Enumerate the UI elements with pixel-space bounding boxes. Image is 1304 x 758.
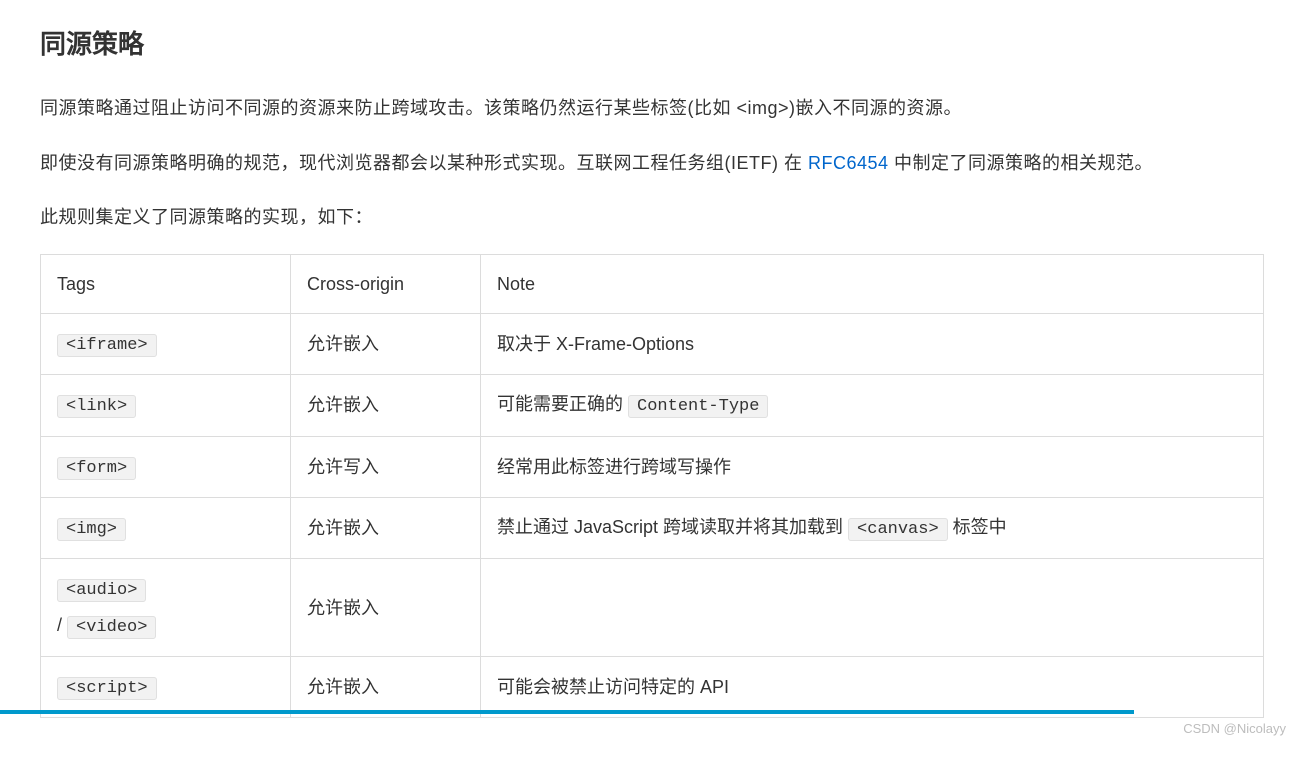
section-heading: 同源策略 xyxy=(40,20,1264,69)
table-row: <link> 允许嵌入可能需要正确的 Content-Type xyxy=(41,375,1264,436)
tag-code: <img> xyxy=(57,518,126,541)
cell-tags: <audio> / <video> xyxy=(41,559,291,657)
tag-code: <form> xyxy=(57,457,136,480)
table-row: <script> 允许嵌入可能会被禁止访问特定的 API xyxy=(41,656,1264,717)
table-row: <form> 允许写入经常用此标签进行跨域写操作 xyxy=(41,436,1264,497)
tag-code: <script> xyxy=(57,677,157,700)
cell-tags: <iframe> xyxy=(41,314,291,375)
note-pre-text: 可能需要正确的 xyxy=(497,394,628,414)
table-row: <img> 允许嵌入禁止通过 JavaScript 跨域读取并将其加载到 <can… xyxy=(41,498,1264,559)
rfc-link[interactable]: RFC6454 xyxy=(808,153,889,173)
table-row: <iframe> 允许嵌入取决于 X-Frame-Options xyxy=(41,314,1264,375)
progress-bar-track xyxy=(0,710,1304,714)
intro-paragraph-3: 此规则集定义了同源策略的实现，如下： xyxy=(40,200,1264,234)
note-pre-text: 可能会被禁止访问特定的 API xyxy=(497,677,729,697)
tag-code: <link> xyxy=(57,395,136,418)
intro-paragraph-2: 即使没有同源策略明确的规范，现代浏览器都会以某种形式实现。互联网工程任务组(IE… xyxy=(40,146,1264,180)
note-code: <canvas> xyxy=(848,518,948,541)
sop-table: Tags Cross-origin Note <iframe>允许嵌入取决于 X… xyxy=(40,254,1264,718)
cell-cross-origin: 允许嵌入 xyxy=(291,559,481,657)
table-row: <audio> / <video> 允许嵌入 xyxy=(41,559,1264,657)
intro-paragraph-1: 同源策略通过阻止访问不同源的资源来防止跨域攻击。该策略仍然运行某些标签(比如 <… xyxy=(40,91,1264,125)
tag-separator: / xyxy=(57,615,67,635)
tag-code: <iframe> xyxy=(57,334,157,357)
cell-note: 经常用此标签进行跨域写操作 xyxy=(481,436,1264,497)
cell-note: 取决于 X-Frame-Options xyxy=(481,314,1264,375)
note-pre-text: 取决于 X-Frame-Options xyxy=(497,334,694,354)
cell-cross-origin: 允许嵌入 xyxy=(291,375,481,436)
note-pre-text: 禁止通过 JavaScript 跨域读取并将其加载到 xyxy=(497,517,848,537)
cell-cross-origin: 允许嵌入 xyxy=(291,656,481,717)
note-pre-text: 经常用此标签进行跨域写操作 xyxy=(497,457,731,477)
p2-post-text: 中制定了同源策略的相关规范。 xyxy=(889,153,1154,173)
cell-cross-origin: 允许嵌入 xyxy=(291,498,481,559)
cell-tags: <img> xyxy=(41,498,291,559)
cell-tags: <link> xyxy=(41,375,291,436)
th-note: Note xyxy=(481,254,1264,313)
cell-cross-origin: 允许写入 xyxy=(291,436,481,497)
th-cross-origin: Cross-origin xyxy=(291,254,481,313)
cell-cross-origin: 允许嵌入 xyxy=(291,314,481,375)
cell-note: 可能需要正确的 Content-Type xyxy=(481,375,1264,436)
table-header-row: Tags Cross-origin Note xyxy=(41,254,1264,313)
tag-code: <audio> xyxy=(57,579,146,602)
cell-note xyxy=(481,559,1264,657)
note-post-text: 标签中 xyxy=(948,517,1007,537)
cell-note: 可能会被禁止访问特定的 API xyxy=(481,656,1264,717)
cell-note: 禁止通过 JavaScript 跨域读取并将其加载到 <canvas> 标签中 xyxy=(481,498,1264,559)
progress-bar-fill xyxy=(0,710,1134,714)
watermark-text: CSDN @Nicolayy xyxy=(1183,717,1286,742)
cell-tags: <form> xyxy=(41,436,291,497)
note-code: Content-Type xyxy=(628,395,768,418)
p2-pre-text: 即使没有同源策略明确的规范，现代浏览器都会以某种形式实现。互联网工程任务组(IE… xyxy=(40,153,808,173)
th-tags: Tags xyxy=(41,254,291,313)
tag-code: <video> xyxy=(67,616,156,639)
cell-tags: <script> xyxy=(41,656,291,717)
